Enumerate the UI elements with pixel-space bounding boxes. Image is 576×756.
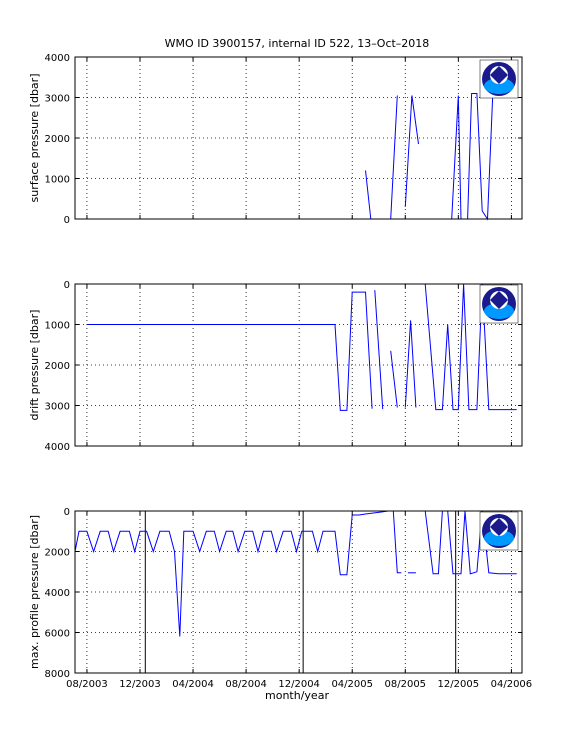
series-line	[74, 510, 402, 637]
y-tick-label: 2000	[45, 361, 70, 372]
chart-title: WMO ID 3900157, internal ID 522, 13–Oct–…	[165, 37, 430, 50]
x-tick-label: 12/2003	[119, 679, 161, 690]
noaa-logo-bottom	[479, 511, 519, 551]
y-axis-label: max. profile pressure [dbar]	[28, 515, 41, 669]
y-axis-label: surface pressure [dbar]	[28, 74, 41, 203]
series-line	[404, 320, 417, 408]
series-line	[390, 350, 398, 408]
x-tick-label: 04/2005	[331, 679, 373, 690]
y-tick-label: 0	[64, 215, 70, 226]
y-tick-label: 2000	[45, 548, 70, 559]
x-tick-label: 08/2003	[66, 679, 108, 690]
drift-pressure-panel: 0 1000 2000 3000 4000 drift pressure [dbar]	[28, 280, 523, 453]
x-tick-label: 08/2005	[385, 679, 427, 690]
y-tick-label: 3000	[45, 94, 70, 105]
axes-frame	[74, 56, 523, 220]
series-line	[424, 510, 517, 575]
series-line	[467, 93, 499, 221]
series-line	[86, 291, 373, 411]
y-tick-label: 1000	[45, 175, 70, 186]
series-line	[365, 170, 372, 220]
axes-frame	[74, 283, 523, 447]
series-line	[374, 290, 384, 410]
axes-frame	[74, 510, 523, 674]
y-tick-label: 8000	[45, 669, 70, 680]
x-tick-label: 04/2004	[172, 679, 214, 690]
series-line	[404, 95, 419, 207]
y-tick-label: 4000	[45, 53, 70, 64]
series-line	[390, 95, 398, 220]
series-line	[451, 95, 462, 220]
noaa-logo-top	[479, 59, 519, 99]
x-tick-label: 12/2004	[278, 679, 320, 690]
y-axis-label: drift pressure [dbar]	[28, 310, 41, 421]
y-tick-label: 0	[64, 507, 70, 518]
x-axis-label: month/year	[265, 689, 329, 702]
x-tick-label: 12/2005	[438, 679, 480, 690]
surface-pressure-panel: 0 1000 2000 3000 4000 surface pressure [dbar]	[28, 53, 523, 226]
y-tick-label: 0	[64, 280, 70, 291]
y-tick-label: 3000	[45, 402, 70, 413]
y-tick-label: 2000	[45, 134, 70, 145]
y-tick-label: 4000	[45, 588, 70, 599]
y-tick-label: 6000	[45, 629, 70, 640]
noaa-logo-middle	[479, 284, 519, 324]
x-tick-label: 08/2004	[225, 679, 267, 690]
max-profile-pressure-panel: 08/2003 12/2003 04/2004 08/2004 12/2004 04/20…	[28, 507, 532, 690]
y-tick-label: 4000	[45, 442, 70, 453]
y-tick-label: 1000	[45, 321, 70, 332]
x-tick-label: 04/2006	[491, 679, 533, 690]
